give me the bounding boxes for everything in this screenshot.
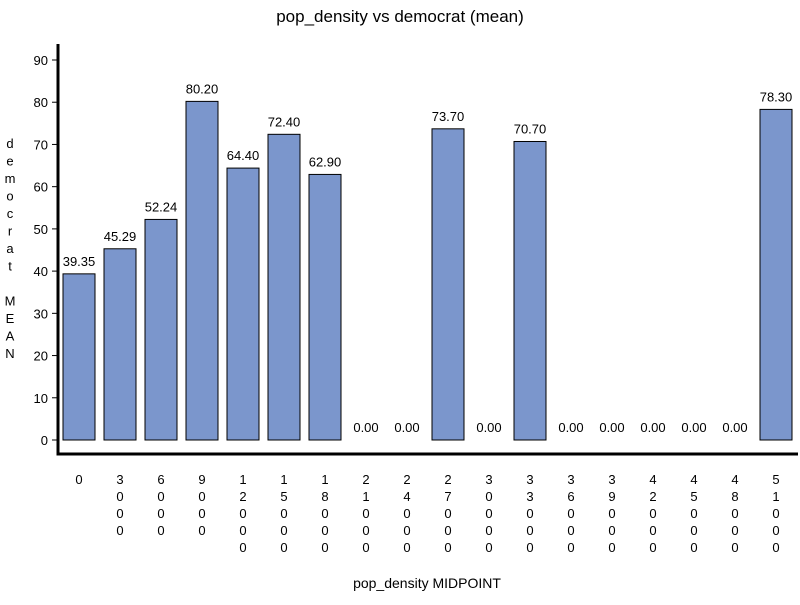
bar-value-label: 70.70 [514, 121, 547, 136]
y-axis-label-char: m [5, 171, 16, 186]
y-axis-label-char: E [6, 311, 15, 326]
bar-value-label: 0.00 [558, 420, 583, 435]
bar-value-label: 62.90 [309, 154, 342, 169]
bar [431, 128, 465, 441]
bar-value-label: 52.24 [145, 199, 178, 214]
bar [267, 133, 301, 441]
bar [62, 273, 96, 441]
y-tick-label: 0 [41, 433, 48, 448]
y-axis-label-char: M [5, 294, 16, 309]
y-axis-label-char: c [7, 206, 14, 221]
bar [144, 218, 178, 441]
y-axis-label-char: N [5, 346, 14, 361]
bar-value-label: 73.70 [432, 109, 465, 124]
y-tick-label: 30 [34, 306, 48, 321]
bar-value-label: 45.29 [104, 229, 137, 244]
y-tick-label: 70 [34, 137, 48, 152]
bar-value-label: 0.00 [476, 420, 501, 435]
x-axis-label: pop_density MIDPOINT [353, 575, 501, 591]
y-axis-label-char: a [6, 241, 14, 256]
bar [185, 100, 219, 441]
bar-value-label: 80.20 [186, 81, 219, 96]
y-tick-label: 10 [34, 391, 48, 406]
bar-value-label: 0.00 [722, 420, 747, 435]
bar-value-label: 39.35 [63, 254, 96, 269]
y-axis-label-char: d [6, 136, 13, 151]
y-axis-label-char: o [6, 189, 13, 204]
bar-value-label: 0.00 [599, 420, 624, 435]
y-tick-label: 60 [34, 180, 48, 195]
bar-value-label: 78.30 [760, 89, 793, 104]
value-labels: 39.35 45.29 52.24 80.20 64.40 72.40 62.90 0.00 0… [63, 81, 793, 435]
bar-value-label: 72.40 [268, 114, 301, 129]
bar [513, 140, 547, 441]
bar-value-label: 0.00 [640, 420, 665, 435]
y-axis-label-char: t [8, 259, 12, 274]
y-tick-label: 90 [34, 53, 48, 68]
x-tick-label: 0 [75, 472, 82, 487]
y-tick-label: 20 [34, 349, 48, 364]
y-tick-label: 40 [34, 264, 48, 279]
bar-value-label: 64.40 [227, 148, 260, 163]
bar [759, 108, 793, 441]
bar-value-label: 0.00 [353, 420, 378, 435]
y-axis-label-char: r [8, 224, 13, 239]
bar [226, 167, 260, 441]
y-axis-label-char: e [6, 154, 13, 169]
y-tick-label: 80 [34, 95, 48, 110]
bar-value-label: 0.00 [681, 420, 706, 435]
y-axis-ticks: 0 10 20 30 40 50 60 70 80 90 [34, 53, 58, 448]
bar-value-label: 0.00 [394, 420, 419, 435]
bars [62, 100, 793, 441]
bar [103, 248, 137, 441]
chart-title: pop_density vs democrat (mean) [276, 7, 524, 26]
y-tick-label: 50 [34, 222, 48, 237]
x-axis-ticks: 0 3 0 0 0 6 0 0 0 9 0 0 0 1 2 0 0 0 1 5 0 0 0 1 8 0 0 0 2 1 0 0 0 2 4 0 0 0 2 7… [75, 472, 779, 555]
bar [308, 173, 342, 441]
y-axis-label-char: A [6, 329, 15, 344]
